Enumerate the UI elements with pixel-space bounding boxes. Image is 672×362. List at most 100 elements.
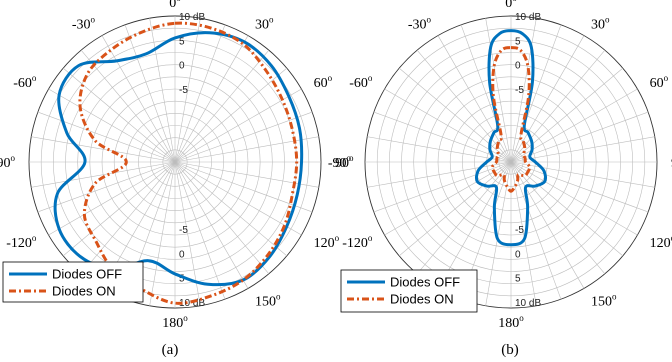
- angle-tick-label: 0o: [505, 0, 517, 11]
- radial-tick-label: 10 dB: [179, 12, 205, 23]
- radial-tick-labels: 10 dB 5 0 -5 10 dB 5 0 -5: [515, 12, 541, 309]
- angle-tick-label: 120o: [650, 233, 672, 251]
- grid-spoke: [437, 35, 512, 163]
- grid-spoke: [48, 88, 176, 163]
- grid-spoke: [510, 161, 562, 300]
- panel-caption: (a): [162, 342, 179, 358]
- angle-tick-label: -30o: [408, 14, 432, 32]
- angle-tick-label: 180o: [162, 313, 188, 331]
- radial-tick-label: 5: [515, 36, 521, 47]
- grid-spoke: [510, 161, 649, 213]
- radial-tick-label: -5: [179, 225, 188, 236]
- grid-spoke: [62, 67, 176, 163]
- grid-spoke: [80, 161, 176, 275]
- grid-spoke: [510, 111, 649, 163]
- grid-spoke: [174, 161, 270, 275]
- radial-tick-label: -5: [179, 85, 188, 96]
- legend: Diodes OFF Diodes ON: [340, 269, 478, 313]
- radial-tick-label: -5: [515, 225, 524, 236]
- grid-spoke: [174, 161, 249, 289]
- grid-spoke: [416, 161, 512, 275]
- grid-spoke: [510, 18, 537, 163]
- grid-spoke: [174, 18, 201, 163]
- grid-spoke: [437, 161, 512, 289]
- grid-spoke: [174, 161, 288, 257]
- legend-entry: Diodes ON: [390, 292, 454, 307]
- grid-spoke: [398, 161, 512, 257]
- radial-tick-label: 0: [515, 249, 521, 260]
- grid-spoke: [510, 24, 562, 163]
- grid-spoke: [510, 161, 624, 257]
- grid-spoke: [384, 161, 512, 236]
- angle-tick-label: -120o: [6, 233, 37, 251]
- angle-tick-labels: 0o 30o 60o 90o 120o 150o 180o -120o -90o -60o -30o: [328, 0, 672, 331]
- grid-spoke: [367, 161, 512, 188]
- radial-tick-label: 10 dB: [515, 12, 541, 23]
- grid-spoke: [174, 67, 288, 163]
- legend-entry: Diodes OFF: [52, 267, 122, 282]
- grid-spoke: [373, 111, 512, 163]
- radial-tick-label: 0: [179, 61, 185, 72]
- polar-grid: [364, 15, 658, 309]
- series-line-diodes-on: [78, 21, 299, 305]
- radial-tick-label: -5: [515, 85, 524, 96]
- legend-box: [2, 261, 144, 303]
- radial-tick-label: 5: [515, 274, 521, 285]
- grid-spoke: [174, 111, 313, 163]
- grid-spoke: [174, 88, 302, 163]
- radial-tick-labels: 10 dB 5 0 -5 10 dB 5 0 -5: [179, 12, 205, 309]
- grid-spoke: [31, 161, 176, 188]
- grid-spoke: [149, 161, 176, 306]
- grid-spoke: [398, 67, 512, 163]
- angle-tick-label: 0o: [169, 0, 181, 11]
- radial-tick-label: 5: [179, 274, 185, 285]
- polar-chart-a: 10 dB 5 0 -5 10 dB 5 0 -5 0o 30o 60o 90o 120o 150o 180…: [0, 0, 354, 358]
- angle-tick-label: 180o: [498, 313, 524, 331]
- grid-spoke: [31, 136, 176, 163]
- series-group: [53, 21, 304, 305]
- grid-spoke: [48, 161, 176, 236]
- radial-tick-label: 10 dB: [179, 298, 205, 309]
- grid-spoke: [174, 161, 302, 236]
- legend-entry: Diodes ON: [52, 284, 116, 299]
- angle-tick-label: 60o: [314, 73, 333, 91]
- grid-spoke: [174, 35, 249, 163]
- grid-spoke: [510, 49, 606, 163]
- grid-spoke: [510, 136, 655, 163]
- grid-spoke: [485, 18, 512, 163]
- radial-tick-label: 5: [179, 36, 185, 47]
- angle-tick-label: 30o: [255, 14, 274, 32]
- grid-spoke: [149, 18, 176, 163]
- grid-spoke: [460, 24, 512, 163]
- angle-tick-label: 150o: [591, 292, 617, 310]
- legend-entry: Diodes OFF: [390, 275, 460, 290]
- grid-spoke: [510, 161, 638, 236]
- angle-tick-label: 30o: [591, 14, 610, 32]
- grid-spoke: [174, 49, 270, 163]
- angle-tick-label: -120o: [342, 233, 373, 251]
- angle-tick-label: -90o: [0, 153, 16, 171]
- series-line-diodes-on: [490, 46, 532, 193]
- angle-tick-label: 150o: [255, 292, 281, 310]
- grid-spoke: [174, 161, 313, 213]
- angle-tick-label: -60o: [13, 73, 37, 91]
- grid-spoke: [101, 35, 176, 163]
- panel-caption: (b): [501, 342, 519, 358]
- angle-tick-label: -60o: [349, 73, 373, 91]
- angle-tick-label: -30o: [72, 14, 96, 32]
- grid-spoke: [416, 49, 512, 163]
- polar-chart-b: 10 dB 5 0 -5 10 dB 5 0 -5 0o 30o 60o 90o 120o 150o 180…: [328, 0, 672, 358]
- angle-tick-label: 120o: [314, 233, 340, 251]
- grid-spoke: [37, 111, 176, 163]
- angle-tick-label: -90o: [328, 153, 352, 171]
- grid-spoke: [373, 161, 512, 213]
- grid-spoke: [124, 24, 176, 163]
- radial-tick-label: 10 dB: [515, 298, 541, 309]
- angle-tick-label: 60o: [650, 73, 669, 91]
- grid-spoke: [510, 161, 606, 275]
- series-line-diodes-off: [474, 29, 548, 247]
- radial-tick-label: 0: [179, 249, 185, 260]
- legend-box: [340, 269, 478, 313]
- grid-spoke: [367, 136, 512, 163]
- grid-spoke: [510, 35, 585, 163]
